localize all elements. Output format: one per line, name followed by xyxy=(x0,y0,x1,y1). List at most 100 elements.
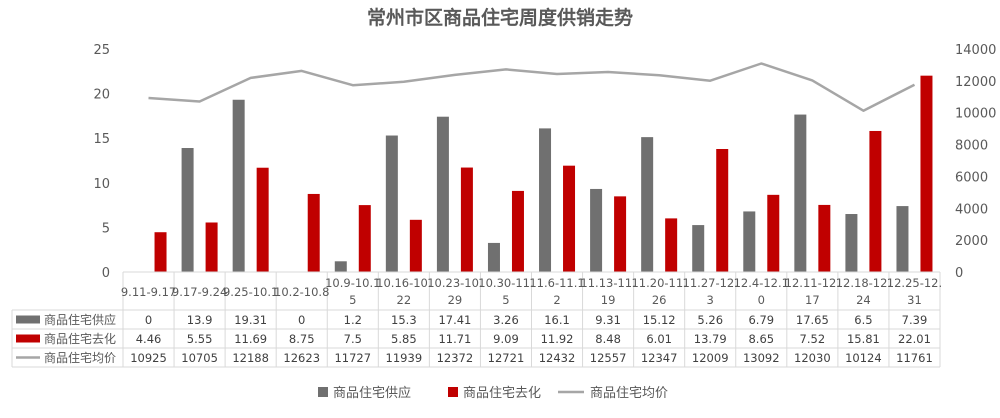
table-cell: 10124 xyxy=(845,351,882,365)
table-cell: 5.55 xyxy=(187,332,213,346)
table-row-label: 商品住宅供应 xyxy=(44,312,116,327)
table-cell: 11939 xyxy=(386,351,423,365)
category-label: 12.4-12.1 xyxy=(734,276,789,290)
table-cell: 1.2 xyxy=(344,313,362,327)
sold-bar xyxy=(920,75,933,272)
right-axis-tick-label: 4000 xyxy=(955,202,988,217)
table-cell: 11.92 xyxy=(541,332,574,346)
sold-bar xyxy=(614,196,627,272)
table-cell: 6.5 xyxy=(854,313,872,327)
sold-bar xyxy=(307,193,320,272)
bars xyxy=(154,75,933,273)
sold-bar xyxy=(154,232,167,272)
table-cell: 9.31 xyxy=(595,313,621,327)
price-line-path xyxy=(148,62,916,112)
category-label: 22 xyxy=(397,293,412,307)
category-label: 19 xyxy=(601,293,616,307)
category-label: 17 xyxy=(805,293,820,307)
category-label: 12.18-12. xyxy=(836,276,891,290)
category-label: 5 xyxy=(502,293,509,307)
table-cell: 17.41 xyxy=(438,313,471,327)
sold-bar xyxy=(358,205,371,272)
sold-bar xyxy=(665,218,678,272)
legend-key xyxy=(448,387,458,397)
table-cell: 12557 xyxy=(590,351,627,365)
legend-key xyxy=(318,387,328,397)
table-cell: 13.9 xyxy=(187,313,213,327)
legend-label: 商品住宅去化 xyxy=(463,386,541,401)
table-cell: 7.39 xyxy=(902,313,928,327)
table-cell: 7.5 xyxy=(344,332,362,346)
table-cell: 9.09 xyxy=(493,332,519,346)
table-cell: 3.26 xyxy=(493,313,519,327)
sold-bar xyxy=(460,167,473,272)
chart-title: 常州市区商品住宅周度供销走势 xyxy=(367,6,633,29)
legend-label: 商品住宅均价 xyxy=(590,386,668,401)
table-cell: 4.46 xyxy=(136,332,162,346)
category-label: 0 xyxy=(758,293,765,307)
category-label: 9.25-10.1 xyxy=(223,285,278,299)
table-cell: 7.52 xyxy=(800,332,826,346)
table-cell: 16.1 xyxy=(544,313,570,327)
left-axis: 0 5 10 15 20 25 xyxy=(93,43,110,281)
sold-bar xyxy=(716,148,729,272)
category-label: 10.23-10. xyxy=(427,276,482,290)
category-label: 5 xyxy=(349,293,356,307)
category-label: 10.2-10.8 xyxy=(274,285,329,299)
category-label: 11.13-11. xyxy=(580,276,635,290)
legend-label: 商品住宅供应 xyxy=(333,385,411,401)
right-axis-tick-label: 14000 xyxy=(955,43,996,58)
table-cell: 0 xyxy=(298,313,305,327)
table-cell: 12030 xyxy=(794,351,831,365)
right-axis-tick-label: 0 xyxy=(955,266,963,281)
right-axis-tick-label: 8000 xyxy=(955,139,988,154)
category-label: 10.30-11. xyxy=(478,276,533,290)
category-label: 29 xyxy=(448,293,463,307)
table-cell: 19.31 xyxy=(234,313,267,327)
sold-bar xyxy=(563,165,576,272)
category-label: 11.20-11. xyxy=(631,276,686,290)
table-cell: 8.48 xyxy=(595,332,621,346)
supply-bar xyxy=(743,211,756,272)
left-axis-tick-label: 15 xyxy=(93,132,110,147)
sold-bar xyxy=(818,204,831,272)
table-cell: 6.01 xyxy=(646,332,672,346)
supply-bar xyxy=(539,128,552,272)
supply-bar xyxy=(590,188,603,272)
category-label: 12.11-12. xyxy=(785,276,840,290)
category-label: 26 xyxy=(652,293,667,307)
supply-bar xyxy=(181,148,194,272)
table-cell: 12188 xyxy=(232,351,269,365)
category-label: 11.6-11.1 xyxy=(529,276,584,290)
supply-bar xyxy=(641,137,654,272)
legend: 商品住宅供应 商品住宅去化 商品住宅均价 xyxy=(318,385,668,401)
table-cell: 12623 xyxy=(283,351,320,365)
category-label: 12.25-12. xyxy=(887,276,942,290)
table-cell: 5.26 xyxy=(697,313,723,327)
category-label: 2 xyxy=(553,293,560,307)
table-cell: 0 xyxy=(145,313,152,327)
supply-bar xyxy=(794,114,807,272)
price-line xyxy=(148,62,916,112)
left-axis-tick-label: 20 xyxy=(93,88,110,103)
table-cell: 6.79 xyxy=(748,313,774,327)
category-label: 9.17-9.24 xyxy=(172,285,227,299)
right-axis-tick-label: 2000 xyxy=(955,234,988,249)
sold-bar xyxy=(869,130,882,272)
table-cell: 15.3 xyxy=(391,313,417,327)
left-axis-tick-label: 10 xyxy=(93,177,110,192)
table-cell: 11.71 xyxy=(438,332,471,346)
supply-bar xyxy=(845,214,858,272)
table-cell: 15.81 xyxy=(847,332,880,346)
table-cell: 8.75 xyxy=(289,332,315,346)
table-cell: 8.65 xyxy=(748,332,774,346)
table-cell: 12347 xyxy=(641,351,678,365)
category-label: 3 xyxy=(707,293,714,307)
data-table: 9.11-9.179.17-9.249.25-10.110.2-10.810.9… xyxy=(11,271,942,368)
supply-bar xyxy=(896,206,909,272)
table-cell: 15.12 xyxy=(643,313,676,327)
table-cell: 10925 xyxy=(130,351,167,365)
sold-bar xyxy=(256,167,269,272)
